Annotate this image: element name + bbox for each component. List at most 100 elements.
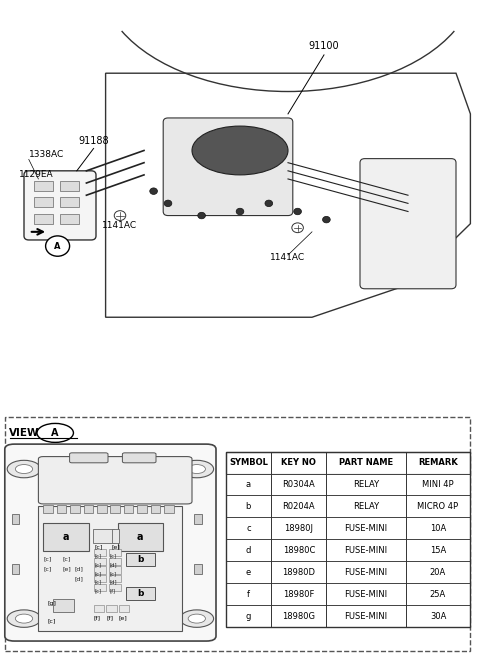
Bar bbox=[226, 451, 470, 627]
Circle shape bbox=[7, 610, 41, 627]
Text: [c]: [c] bbox=[62, 556, 71, 562]
Bar bbox=[109, 584, 121, 591]
Bar bbox=[226, 583, 470, 605]
Text: MICRO 4P: MICRO 4P bbox=[418, 502, 458, 511]
Text: FUSE-MINI: FUSE-MINI bbox=[345, 611, 387, 621]
Text: 91100: 91100 bbox=[309, 41, 339, 51]
Circle shape bbox=[7, 461, 41, 478]
FancyBboxPatch shape bbox=[126, 588, 155, 600]
Text: A: A bbox=[51, 428, 59, 438]
Circle shape bbox=[150, 188, 157, 194]
Text: RELAY: RELAY bbox=[353, 480, 379, 489]
Bar bbox=[12, 514, 19, 524]
Text: [c]: [c] bbox=[43, 566, 51, 571]
Text: b: b bbox=[137, 590, 144, 598]
Circle shape bbox=[180, 610, 214, 627]
Text: g: g bbox=[246, 611, 251, 621]
Bar bbox=[194, 514, 202, 524]
Text: a: a bbox=[62, 532, 69, 542]
Text: f: f bbox=[247, 590, 250, 599]
Text: a: a bbox=[137, 532, 144, 542]
Text: 10A: 10A bbox=[430, 524, 446, 533]
Bar bbox=[97, 505, 107, 513]
FancyBboxPatch shape bbox=[360, 159, 456, 289]
FancyBboxPatch shape bbox=[126, 552, 155, 565]
Bar bbox=[43, 523, 89, 551]
Bar bbox=[34, 213, 53, 224]
Bar bbox=[34, 181, 53, 191]
Circle shape bbox=[265, 200, 273, 207]
Text: [g]: [g] bbox=[48, 601, 57, 606]
Text: [e]: [e] bbox=[62, 566, 71, 571]
Bar bbox=[60, 197, 79, 207]
Text: b: b bbox=[246, 502, 251, 511]
Ellipse shape bbox=[192, 126, 288, 175]
Text: [c]: [c] bbox=[94, 588, 101, 594]
FancyBboxPatch shape bbox=[5, 417, 470, 651]
FancyBboxPatch shape bbox=[38, 457, 192, 504]
Bar bbox=[226, 474, 470, 495]
Bar bbox=[94, 605, 104, 613]
Bar bbox=[57, 505, 66, 513]
Text: FUSE-MINI: FUSE-MINI bbox=[345, 590, 387, 599]
Bar bbox=[60, 213, 79, 224]
Bar bbox=[226, 518, 470, 539]
Text: 25A: 25A bbox=[430, 590, 446, 599]
Text: FUSE-MINI: FUSE-MINI bbox=[345, 546, 387, 555]
Text: c: c bbox=[246, 524, 251, 533]
Bar bbox=[106, 605, 117, 613]
Bar bbox=[43, 505, 53, 513]
Bar bbox=[151, 505, 160, 513]
Text: A: A bbox=[54, 241, 61, 251]
Text: 18980J: 18980J bbox=[284, 524, 313, 533]
Text: [c]: [c] bbox=[94, 580, 101, 584]
Bar bbox=[124, 505, 133, 513]
FancyBboxPatch shape bbox=[122, 453, 156, 463]
Text: 91188: 91188 bbox=[78, 136, 109, 146]
Circle shape bbox=[15, 614, 33, 623]
Circle shape bbox=[15, 464, 33, 474]
Text: 1141AC: 1141AC bbox=[102, 221, 138, 230]
Text: RELAY: RELAY bbox=[353, 502, 379, 511]
Bar bbox=[94, 584, 106, 591]
Text: 1129EA: 1129EA bbox=[19, 170, 54, 179]
Circle shape bbox=[188, 614, 205, 623]
Text: 20A: 20A bbox=[430, 567, 446, 577]
Text: [c]: [c] bbox=[94, 554, 101, 558]
Text: e: e bbox=[246, 567, 251, 577]
Circle shape bbox=[46, 236, 70, 256]
Bar bbox=[60, 181, 79, 191]
FancyBboxPatch shape bbox=[112, 529, 119, 543]
Bar bbox=[109, 566, 121, 574]
Bar bbox=[94, 549, 106, 556]
Bar bbox=[226, 495, 470, 518]
Bar bbox=[38, 506, 182, 631]
Text: d: d bbox=[246, 546, 251, 555]
Circle shape bbox=[323, 216, 330, 223]
Circle shape bbox=[114, 211, 126, 220]
Text: 1338AC: 1338AC bbox=[29, 150, 64, 159]
Text: 18980F: 18980F bbox=[283, 590, 314, 599]
Bar bbox=[137, 505, 147, 513]
FancyBboxPatch shape bbox=[24, 171, 96, 240]
Text: MINI 4P: MINI 4P bbox=[422, 480, 454, 489]
FancyBboxPatch shape bbox=[70, 453, 108, 463]
Text: 18980C: 18980C bbox=[283, 546, 315, 555]
Text: [f]: [f] bbox=[94, 615, 101, 620]
Circle shape bbox=[37, 423, 73, 442]
Text: [c]: [c] bbox=[109, 554, 117, 558]
Text: [f]: [f] bbox=[109, 588, 116, 594]
Text: [d]: [d] bbox=[109, 580, 117, 584]
Bar bbox=[94, 575, 106, 583]
FancyBboxPatch shape bbox=[93, 529, 114, 543]
Text: R0304A: R0304A bbox=[282, 480, 315, 489]
Bar bbox=[226, 605, 470, 627]
Bar bbox=[164, 505, 174, 513]
Text: [c]: [c] bbox=[109, 571, 117, 576]
Text: PART NAME: PART NAME bbox=[339, 458, 393, 467]
Circle shape bbox=[292, 223, 303, 233]
Text: [c]: [c] bbox=[43, 556, 51, 562]
Text: [c]: [c] bbox=[94, 571, 101, 576]
Bar bbox=[109, 558, 121, 565]
Text: SYMBOL: SYMBOL bbox=[229, 458, 268, 467]
